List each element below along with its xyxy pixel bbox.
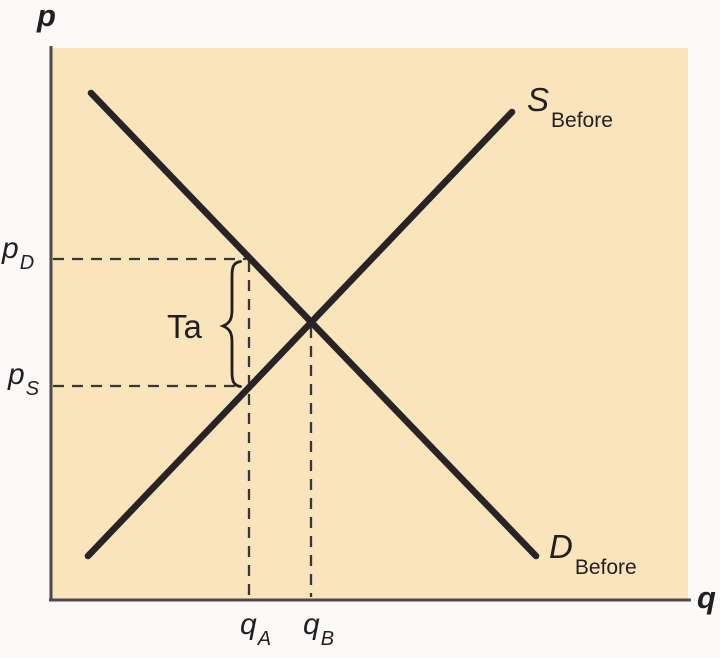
quantity-qb-label-main: q	[303, 608, 320, 641]
tax-brace	[219, 260, 242, 388]
demand-curve-label: DBefore	[549, 528, 637, 579]
supply-curve	[84, 108, 516, 560]
demand-curve-label-main: D	[549, 528, 573, 565]
quantity-qa-label: qA	[240, 608, 271, 650]
plot-area	[52, 48, 688, 599]
y-axis-label-text: p	[36, 0, 56, 33]
supply-curve-label-sub: Before	[551, 109, 613, 132]
price-pd-label: pD	[1, 232, 34, 274]
x-axis-label-text: q	[697, 580, 716, 615]
price-ps-label-sub: S	[26, 378, 40, 400]
quantity-qa-label-sub: A	[257, 628, 271, 650]
y-axis-label: p	[36, 0, 56, 33]
demand-curve	[87, 89, 540, 560]
quantity-qb-label-sub: B	[321, 628, 334, 650]
price-pd-label-main: p	[1, 232, 19, 265]
quantity-qa-label-main: q	[240, 608, 257, 641]
quantity-qb-label: qB	[303, 608, 334, 650]
supply-curve-label-main: S	[527, 81, 549, 118]
x-axis-label: q	[697, 580, 716, 615]
price-ps-label-main: p	[7, 358, 25, 391]
demand-curve-label-sub: Before	[575, 556, 637, 579]
price-pd-label-sub: D	[20, 252, 34, 274]
supply-curve-label: SBefore	[527, 81, 613, 132]
tax-amount-label-text: Ta	[167, 308, 203, 345]
tax-amount-label: Ta	[167, 308, 203, 345]
price-ps-label: pS	[7, 358, 40, 400]
